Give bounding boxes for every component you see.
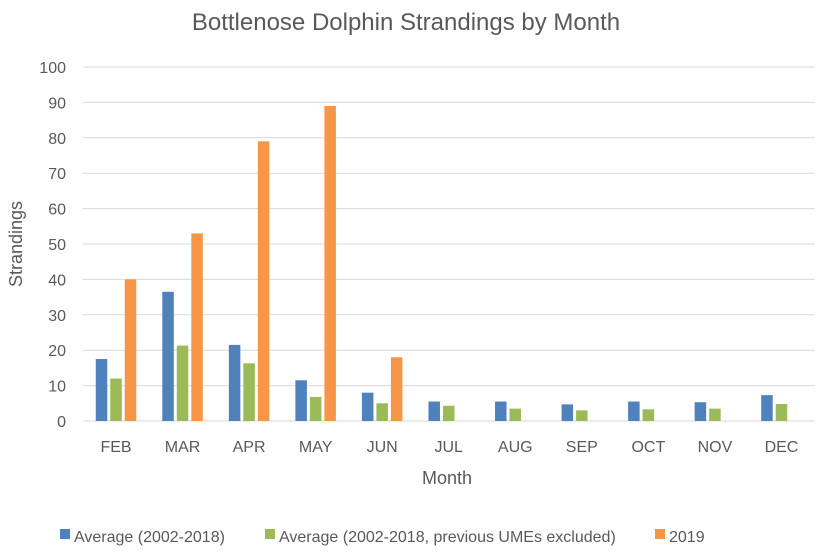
- bar-feb-series-2: [124, 279, 137, 421]
- bar-mar-series-0: [162, 291, 174, 421]
- y-tick-label: 50: [48, 237, 66, 254]
- bar-dec-series-0: [761, 395, 773, 421]
- x-tick-label: FEB: [100, 439, 131, 456]
- chart-title: Bottlenose Dolphin Strandings by Month: [192, 9, 620, 36]
- y-tick-label: 90: [48, 95, 66, 112]
- y-tick-label: 60: [48, 202, 66, 219]
- legend-entry: 2019: [655, 529, 705, 546]
- y-axis-label: Strandings: [6, 201, 26, 287]
- legend-entry: Average (2002-2018): [60, 529, 225, 546]
- legend-label: Average (2002-2018, previous UMEs exclud…: [279, 529, 616, 546]
- bar-oct-series-0: [628, 401, 640, 421]
- bar-mar-series-2: [191, 233, 203, 421]
- y-tick-label: 100: [39, 60, 66, 77]
- x-tick-label: OCT: [631, 439, 665, 456]
- x-tick-label: DEC: [765, 439, 799, 456]
- bar-may-series-1: [309, 396, 322, 421]
- y-tick-label: 0: [57, 414, 66, 431]
- bar-sep-series-0: [561, 404, 574, 421]
- x-tick-label: NOV: [698, 439, 733, 456]
- x-tick-label: MAY: [299, 439, 333, 456]
- legend-swatch: [265, 529, 275, 539]
- x-tick-label: SEP: [566, 439, 598, 456]
- y-axis-ticks: 0 10 20 30 40 50 60 70 80 90 100: [39, 60, 66, 431]
- bar-nov-series-0: [694, 402, 707, 421]
- y-tick-label: 70: [48, 166, 66, 183]
- bar-nov-series-1: [709, 408, 721, 421]
- bar-may-series-0: [295, 380, 307, 421]
- bar-mar-series-1: [176, 345, 189, 421]
- legend-swatch: [655, 529, 665, 539]
- x-tick-label: JUN: [367, 439, 398, 456]
- x-tick-label: APR: [233, 439, 266, 456]
- y-tick-label: 80: [48, 131, 66, 148]
- x-tick-label: MAR: [165, 439, 201, 456]
- y-tick-label: 30: [48, 308, 66, 325]
- legend-swatch: [60, 529, 70, 539]
- bar-feb-series-1: [110, 378, 122, 421]
- bar-dec-series-1: [775, 404, 788, 421]
- y-tick-label: 40: [48, 272, 66, 289]
- bar-feb-series-0: [95, 359, 108, 421]
- bars: [95, 105, 788, 421]
- bar-jul-series-0: [428, 401, 440, 421]
- bar-aug-series-0: [495, 401, 507, 421]
- bar-jul-series-1: [442, 405, 455, 421]
- legend: Average (2002-2018) Average (2002-2018, p…: [60, 529, 705, 546]
- bar-oct-series-1: [642, 409, 655, 421]
- bar-jun-series-0: [361, 392, 374, 421]
- legend-label: 2019: [669, 529, 705, 546]
- bar-jun-series-1: [376, 403, 388, 421]
- bar-may-series-2: [324, 105, 336, 421]
- x-tick-label: JUL: [435, 439, 464, 456]
- gridlines: [83, 66, 815, 422]
- bar-apr-series-1: [243, 363, 255, 421]
- x-axis-ticks: FEB MAR APR MAY JUN JUL AUG SEP OCT NOV DEC: [100, 439, 798, 456]
- x-axis-label: Month: [422, 468, 472, 488]
- bar-aug-series-1: [509, 408, 522, 421]
- y-tick-label: 10: [48, 379, 66, 396]
- legend-label: Average (2002-2018): [74, 529, 225, 546]
- bar-jun-series-2: [390, 357, 403, 421]
- y-tick-label: 20: [48, 343, 66, 360]
- bar-sep-series-1: [576, 410, 588, 421]
- legend-entry: Average (2002-2018, previous UMEs exclud…: [265, 529, 616, 546]
- bar-apr-series-2: [257, 141, 270, 421]
- x-tick-label: AUG: [498, 439, 533, 456]
- bar-apr-series-0: [228, 344, 241, 421]
